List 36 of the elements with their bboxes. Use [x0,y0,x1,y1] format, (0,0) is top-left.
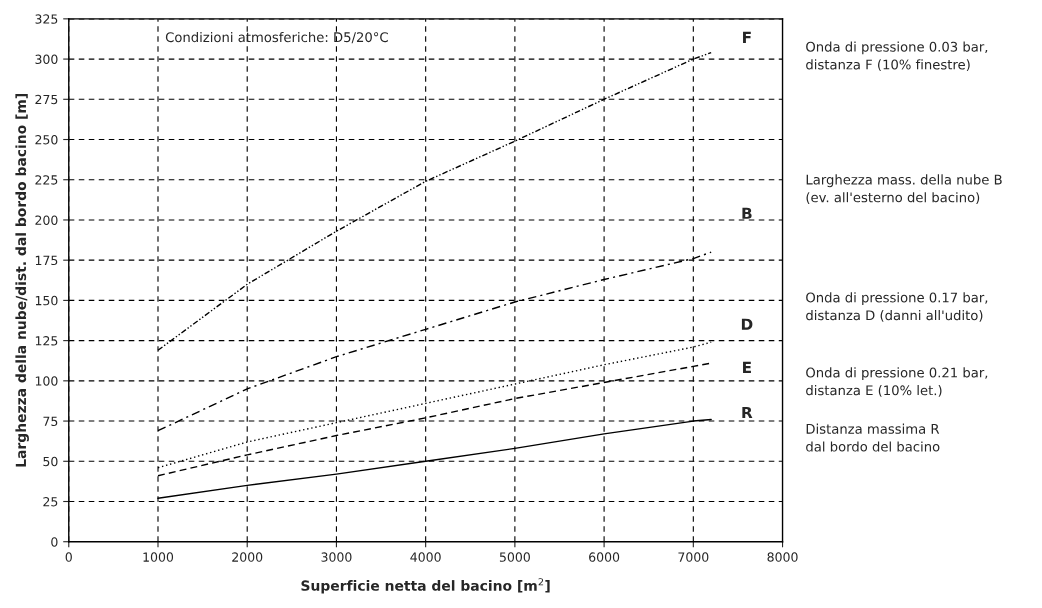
y-tick-label: 125 [35,336,58,346]
x-tick-label: 6000 [589,552,620,562]
text: Onda di pressione 0.03 bar, distanza F (10% finestre) [806,41,988,72]
x-tick-label: 2000 [232,552,263,562]
y-tick-label: 275 [35,94,58,105]
y-tick-label: 175 [35,255,58,266]
x-tick-label: 4000 [410,552,441,562]
x-tick-label: 1000 [143,552,174,562]
text: D [741,318,753,330]
y-tick-label: 50 [43,456,58,467]
text: Onda di pressione 0.17 bar, distanza D (danni all'udito) [806,292,988,322]
y-tick-label: 75 [43,416,58,426]
x-tick-label: 0 [65,552,72,562]
text: B [742,207,752,219]
y-tick-label: 100 [35,376,58,386]
x-tick-label: 7000 [678,552,709,562]
x-axis-title: Superficie netta del bacino [m$^{2}$] [301,578,550,594]
y-tick-label: 250 [35,134,58,145]
text: R [742,406,753,419]
y-tick-label: 25 [43,496,58,507]
y-tick-label: 225 [35,175,58,185]
x-tick-label: 8000 [767,552,798,562]
text: Onda di pressione 0.21 bar, distanza E (10% let.) [806,367,988,397]
text: Larghezza mass. della nube B (ev. all'esterno del bacino) [806,174,1002,204]
y-axis-title: Larghezza della nube/dist. dal bordo bacino [m] [15,93,29,467]
x-tick-label: 3000 [321,552,352,562]
text: E [743,361,751,373]
y-tick-label: 300 [35,54,58,64]
y-tick-label: 200 [35,215,58,225]
x-tick-label: 5000 [499,552,530,562]
annotation: Condizioni atmosferiche: D5/20°C [165,31,388,44]
text: F [743,31,751,43]
y-tick-label: 0 [51,537,58,547]
text: Distanza massima R dal bordo del bacino [806,423,940,452]
y-tick-label: 325 [35,14,58,24]
y-tick-label: 150 [35,295,58,306]
